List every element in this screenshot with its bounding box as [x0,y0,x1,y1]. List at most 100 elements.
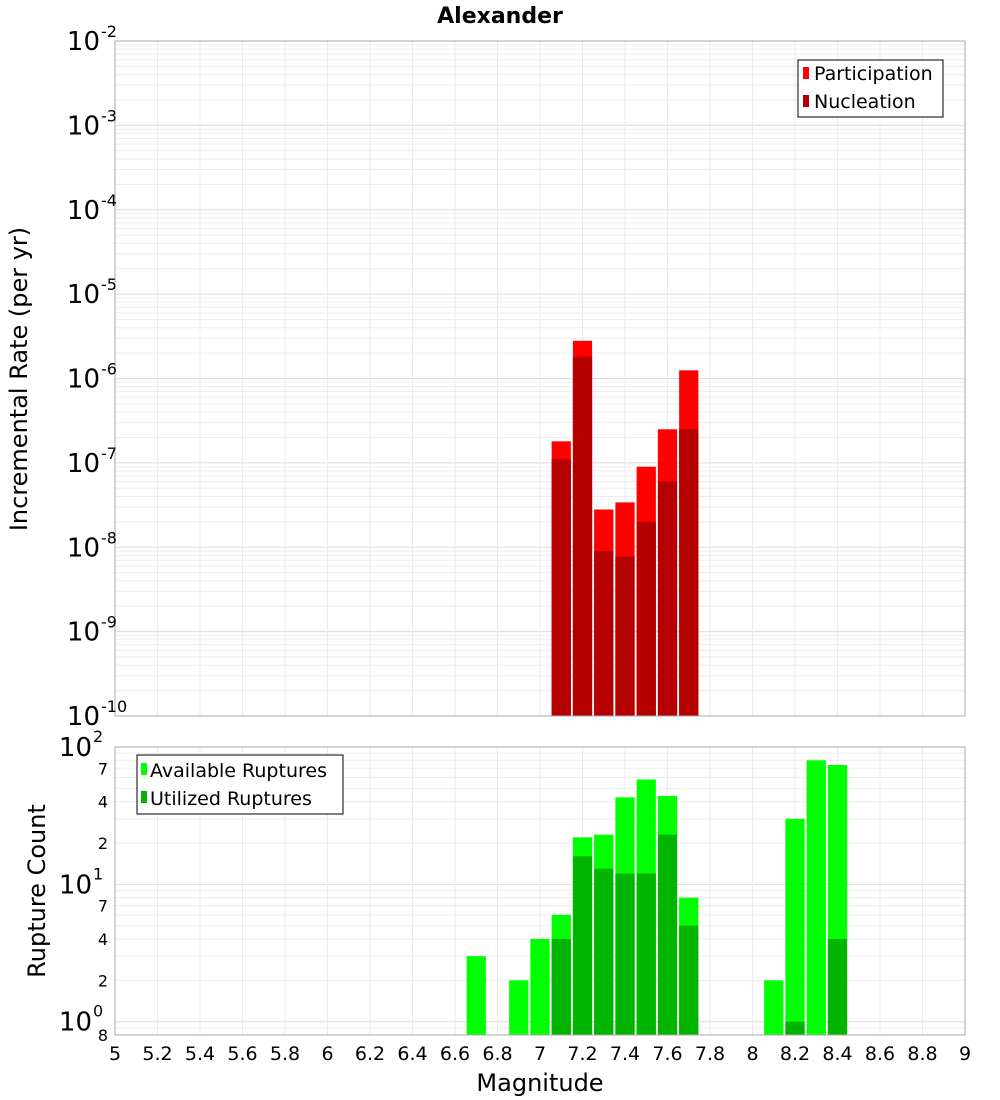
y-tick-label: 10 -9 [67,613,117,648]
bar-nucleation [679,429,699,716]
y-tick-minor-label: 2 [98,971,108,990]
x-tick-label: 8 [746,1043,758,1065]
bar-utilized [679,925,699,1035]
y-tick-label: 10 -5 [67,275,117,310]
bar-available [530,939,550,1035]
y-tick-label: 10 2 [59,727,103,763]
x-tick-label: 7.8 [695,1043,725,1065]
bottom-legend-box [136,754,344,815]
bar-utilized [551,939,571,1035]
bar-utilized [572,856,593,1035]
y-tick-exponent: -3 [101,106,117,125]
x-tick-label: 5.6 [227,1043,257,1065]
y-tick-exponent: 0 [93,1002,103,1021]
y-tick-label: 10 0 [59,1002,103,1038]
y-tick-base: 10 [67,702,100,732]
bar-available [509,980,529,1035]
bar-utilized [657,834,678,1035]
bar-nucleation [594,551,614,716]
y-tick-base: 10 [67,280,100,310]
y-tick-exponent: -6 [101,360,117,379]
bar-nucleation [636,521,656,716]
y-tick-exponent: -2 [101,22,117,41]
legend-label-utilized: Utilized Ruptures [150,788,312,810]
bar-available [466,956,486,1035]
y-tick-base: 10 [67,618,100,648]
bottom-y-axis-label: Rupture Count [23,804,51,978]
y-tick-minor-label: 4 [98,793,108,812]
top-legend: Participation Nucleation [797,59,944,118]
y-tick-exponent: -4 [101,191,117,210]
y-tick-exponent: -5 [101,275,117,294]
y-tick-base: 10 [67,533,100,563]
y-tick-exponent: -9 [101,613,117,632]
legend-label-participation: Participation [814,63,933,85]
bar-utilized [636,873,656,1035]
y-tick-exponent: 2 [93,727,103,746]
y-tick-base: 10 [59,870,92,900]
x-axis-label: Magnitude [476,1069,603,1097]
legend-label-nucleation: Nucleation [814,91,916,113]
bar-nucleation [551,459,571,716]
x-tick-label: 5.4 [185,1043,215,1065]
y-tick-label: 10 1 [59,864,103,900]
x-tick-label: 6.8 [482,1043,512,1065]
x-tick-label: 8.6 [865,1043,895,1065]
bar-available [806,760,826,1035]
bar-available [785,818,805,1035]
x-tick-label: 9 [959,1043,971,1065]
x-tick-label: 8.2 [780,1043,810,1065]
x-tick-label: 7.4 [610,1043,640,1065]
x-tick-label: 8.4 [822,1043,852,1065]
y-tick-minor-label: 2 [98,834,108,853]
x-tick-label: 7 [534,1043,546,1065]
y-tick-label: 10 -3 [67,106,117,141]
bar-utilized [827,939,848,1035]
legend-label-available: Available Ruptures [150,760,327,782]
x-tick-label: 7.6 [652,1043,682,1065]
top-y-axis-label: Incremental Rate (per yr) [5,227,33,531]
bottom-legend: Available Ruptures Utilized Ruptures [136,754,344,815]
y-tick-label: 10 -10 [67,697,127,732]
y-tick-label: 10 -4 [67,191,117,226]
plot-frame [114,40,966,717]
y-tick-exponent: 1 [93,864,103,883]
bar-nucleation [572,356,593,716]
y-tick-base: 10 [59,733,92,763]
y-tick-label: 10 -6 [67,360,117,395]
y-tick-base: 10 [67,196,100,226]
y-tick-label: 10 -2 [67,22,117,57]
bar-utilized [615,873,635,1035]
plot-frame [114,746,966,1036]
y-tick-base: 10 [67,111,100,141]
legend-swatch-nucleation [803,95,809,107]
y-tick-minor-label: 7 [98,897,108,916]
x-tick-label: 5.2 [142,1043,172,1065]
y-tick-base: 10 [67,365,100,395]
legend-swatch-utilized [141,791,147,803]
y-tick-label: 10 -8 [67,528,117,563]
bar-available [764,980,784,1035]
legend-swatch-available [141,763,147,775]
x-tick-label: 8.8 [907,1043,937,1065]
x-tick-label: 5 [109,1043,121,1065]
bar-utilized [785,1021,805,1035]
bar-utilized [594,868,614,1035]
x-tick-labels: 5 5.2 5.4 5.6 5.8 6 6.2 6.4 6.6 6.8 7 7.2 7.4 7.6 7.8 8… [109,1043,971,1065]
legend-swatch-participation [803,67,809,79]
y-tick-base: 10 [67,27,100,57]
y-tick-minor-label: 7 [98,759,108,778]
y-tick-label: 10 -7 [67,444,117,479]
bar-nucleation [615,556,635,716]
y-tick-exponent: -10 [101,697,127,716]
y-tick-minor-label: 8 [98,1026,108,1045]
y-tick-minor-label: 4 [98,930,108,949]
x-tick-label: 6.4 [397,1043,427,1065]
bar-nucleation [657,481,678,716]
y-tick-exponent: -8 [101,528,117,547]
x-tick-label: 5.8 [270,1043,300,1065]
y-tick-base: 10 [67,449,100,479]
x-tick-label: 6.6 [440,1043,470,1065]
